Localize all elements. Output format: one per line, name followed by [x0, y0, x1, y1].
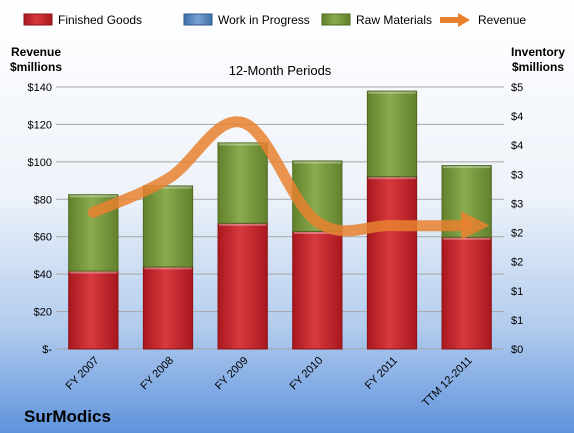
legend-swatch-finished-goods — [23, 13, 53, 26]
left-axis-label-line1: Revenue — [11, 45, 61, 59]
legend-swatch-work-in-progress — [183, 13, 213, 26]
right-tick-label: $4 — [511, 111, 523, 123]
left-tick-label: $120 — [28, 119, 52, 131]
left-axis-label-line2: $millions — [10, 60, 62, 74]
right-tick-label: $2 — [511, 257, 523, 269]
bar-raw-materials — [217, 142, 268, 224]
legend-label-raw-materials: Raw Materials — [356, 13, 432, 27]
left-tick-label: $- — [42, 344, 52, 356]
chart-title: 12-Month Periods — [229, 63, 332, 78]
left-tick-label: $80 — [34, 194, 52, 206]
legend-label-revenue: Revenue — [478, 13, 526, 27]
left-tick-label: $100 — [28, 157, 52, 169]
right-tick-label: $3 — [511, 169, 523, 181]
right-tick-label: $3 — [511, 198, 523, 210]
right-axis-label-line1: Inventory — [511, 45, 565, 59]
legend: Finished Goods Work in Progress Raw Materi… — [23, 13, 526, 27]
right-tick-label: $2 — [511, 228, 523, 240]
left-tick-label: $140 — [28, 82, 52, 94]
bars — [68, 90, 492, 350]
legend-label-work-in-progress: Work in Progress — [218, 13, 310, 27]
legend-label-finished-goods: Finished Goods — [58, 13, 142, 27]
left-axis-ticks: $- $20 $40 $60 $80 $100 $120 $140 — [28, 82, 53, 356]
legend-arrow-revenue — [458, 13, 470, 27]
left-tick-label: $20 — [34, 307, 52, 319]
right-axis-label-line2: $millions — [512, 60, 564, 74]
right-tick-label: $1 — [511, 315, 523, 327]
right-tick-label: $4 — [511, 140, 523, 152]
right-tick-label: $5 — [511, 82, 523, 94]
bar-finished-goods — [142, 266, 194, 350]
bar-finished-goods — [292, 230, 343, 350]
legend-swatch-raw-materials — [321, 13, 351, 26]
revenue-series — [87, 116, 490, 240]
company-name: SurModics — [24, 407, 111, 426]
bar-finished-goods — [68, 270, 119, 350]
right-tick-label: $1 — [511, 286, 523, 298]
bar-finished-goods — [217, 222, 268, 350]
bar-raw-materials — [142, 185, 194, 268]
bar-finished-goods — [441, 236, 492, 350]
left-tick-label: $60 — [34, 232, 52, 244]
gridlines — [56, 86, 504, 350]
right-tick-label: $0 — [511, 344, 523, 356]
bar-raw-materials — [366, 90, 418, 178]
bar-finished-goods — [366, 176, 418, 350]
left-tick-label: $40 — [34, 269, 52, 281]
right-axis-ticks: $0 $1 $1 $2 $2 $3 $3 $4 $4 $5 — [511, 82, 523, 356]
